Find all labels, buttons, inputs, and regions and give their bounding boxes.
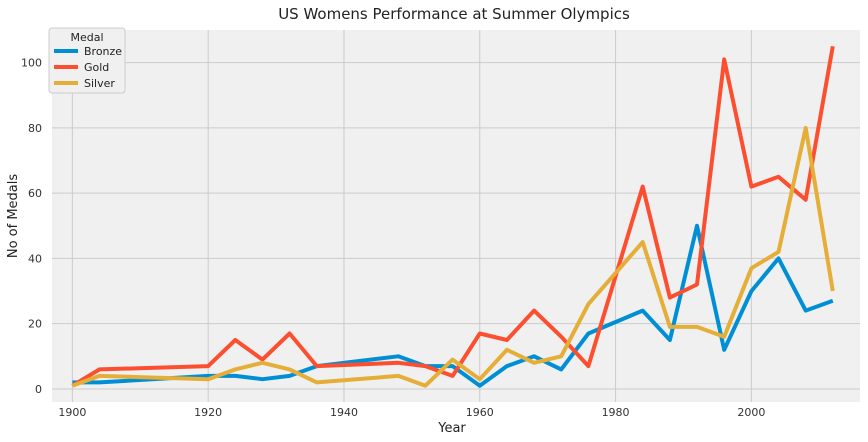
y-tick-label: 20: [28, 318, 42, 331]
y-tick-label: 60: [28, 187, 42, 200]
y-axis-title: No of Medals: [6, 174, 21, 259]
tick-labels: 1900 1920 1940 1960 1980 2000 0 20 40 60 80 100: [21, 57, 765, 419]
legend-box: [48, 27, 126, 94]
y-tick-label: 40: [28, 252, 42, 265]
y-tick-label: 80: [28, 122, 42, 135]
legend: Medal Bronze Gold Silver: [48, 27, 126, 94]
legend-label-gold: Gold: [84, 61, 109, 74]
series-lines: [71, 45, 835, 388]
chart-title: US Womens Performance at Summer Olympics: [278, 5, 630, 23]
grid: [52, 30, 860, 402]
series-line-gold: [71, 45, 835, 388]
y-tick-label: 0: [35, 383, 42, 396]
plot-background: [52, 30, 860, 402]
x-axis-title: Year: [437, 421, 466, 436]
x-tick-label: 1920: [194, 406, 222, 419]
y-tick-label: 100: [21, 57, 42, 70]
x-tick-label: 2000: [737, 406, 765, 419]
x-tick-label: 1960: [466, 406, 494, 419]
x-tick-label: 1900: [58, 406, 86, 419]
x-tick-label: 1980: [602, 406, 630, 419]
x-tick-label: 1940: [330, 406, 358, 419]
legend-label-silver: Silver: [84, 77, 115, 90]
series-line-bronze: [72, 223, 834, 388]
legend-title: Medal: [70, 31, 103, 44]
legend-label-bronze: Bronze: [84, 45, 122, 58]
series-line-silver: [71, 125, 835, 388]
